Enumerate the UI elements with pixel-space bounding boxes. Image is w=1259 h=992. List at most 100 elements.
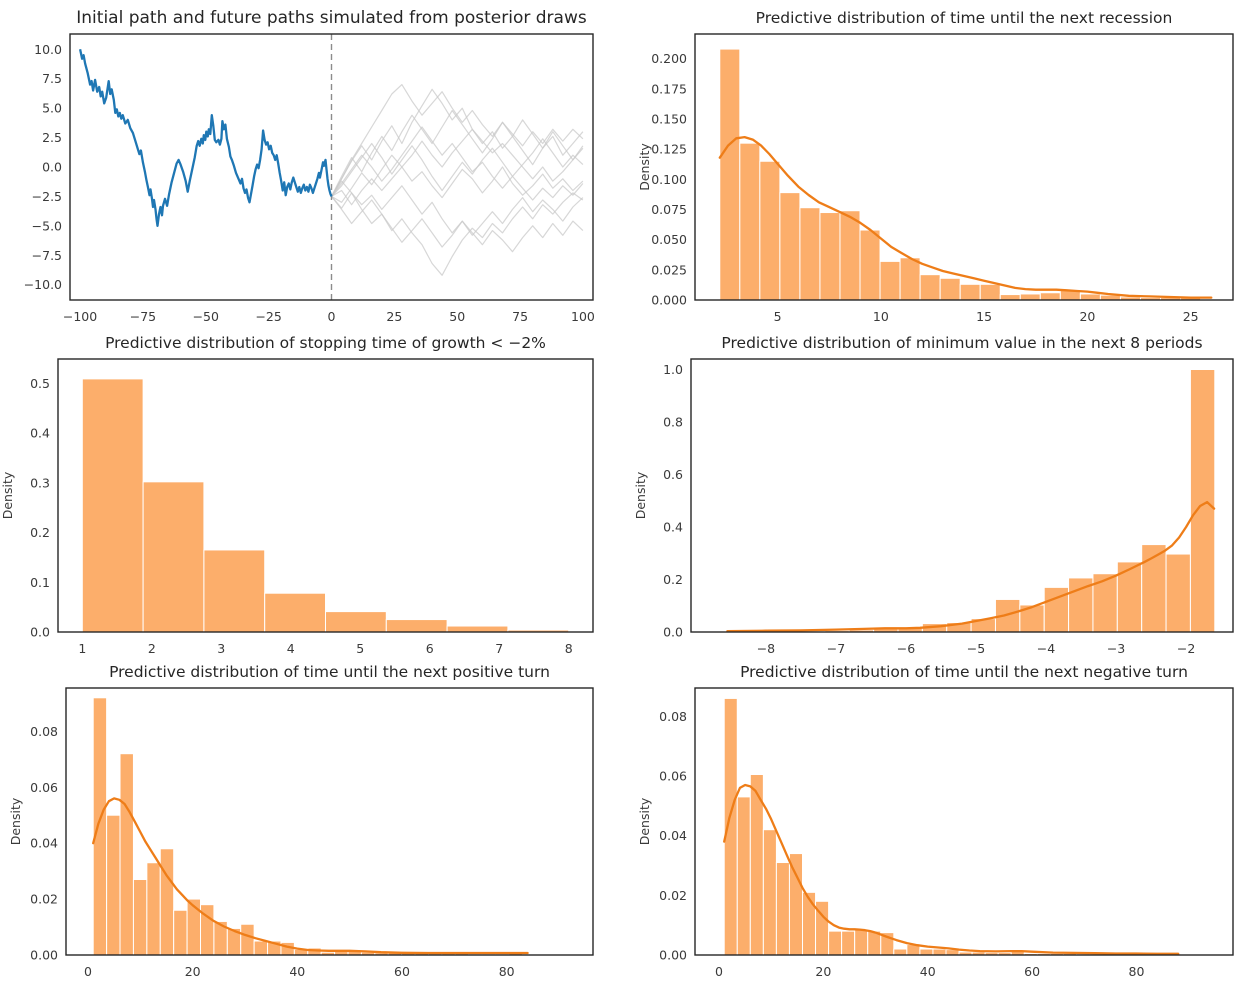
histogram-bar: [841, 930, 856, 956]
x-tick-label: −100: [63, 309, 97, 324]
histogram-bar: [146, 862, 161, 956]
histogram-bar: [979, 283, 1001, 301]
y-tick-label: 0.0: [663, 625, 683, 640]
x-tick-label: 20: [185, 964, 201, 979]
subplot-title: Predictive distribution of minimum value…: [721, 334, 1202, 352]
histogram-bar: [919, 948, 934, 956]
x-tick-label: 5: [356, 641, 364, 656]
histogram-bar: [92, 697, 108, 956]
simulated-future-path: [331, 138, 584, 197]
y-tick-label: 0.125: [651, 142, 687, 157]
x-tick-label: 100: [571, 309, 595, 324]
x-tick-label: −2: [1177, 641, 1195, 656]
histogram-bar: [839, 210, 861, 301]
y-axis-label: Density: [8, 797, 23, 845]
y-tick-label: 0.025: [651, 262, 687, 277]
y-tick-label: 0.06: [30, 780, 58, 795]
histogram-bar: [81, 378, 144, 633]
x-tick-label: 4: [287, 641, 295, 656]
histogram-bar: [828, 930, 843, 956]
axes-border: [694, 687, 1234, 956]
y-tick-label: 10.0: [34, 42, 62, 57]
subplot-initial-and-future-paths: Initial path and future paths simulated …: [24, 8, 595, 324]
y-tick-label: 0.050: [651, 232, 687, 247]
histogram-bar: [802, 891, 817, 956]
kde-curve: [726, 500, 1216, 633]
subplot-time-until-next-negative-turn: Predictive distribution of time until th…: [637, 663, 1234, 979]
subplot-stopping-time-growth-below-minus-2pct: Predictive distribution of stopping time…: [0, 334, 594, 656]
x-tick-label: 25: [1183, 309, 1199, 324]
y-tick-label: 0.06: [659, 769, 687, 784]
histogram-bar: [264, 592, 327, 633]
y-axis-label: Density: [637, 143, 652, 191]
histogram-bar: [173, 909, 188, 956]
x-tick-label: 7: [495, 641, 503, 656]
histogram-bar: [819, 212, 841, 301]
histogram-bar: [775, 862, 790, 956]
histogram-bar: [723, 697, 738, 956]
y-tick-label: 0.4: [663, 520, 683, 535]
histogram-bar: [893, 948, 908, 956]
y-tick-label: 0.000: [651, 293, 687, 308]
histogram-bar: [446, 625, 509, 633]
x-tick-label: 15: [976, 309, 992, 324]
y-tick-label: 0.175: [651, 81, 687, 96]
histogram-bar: [385, 619, 448, 633]
x-tick-label: −6: [897, 641, 915, 656]
y-tick-label: −7.5: [32, 248, 62, 263]
x-tick-label: 80: [499, 964, 515, 979]
y-tick-label: 0.0: [30, 625, 50, 640]
y-axis-label: Density: [0, 471, 15, 519]
x-tick-label: −3: [1107, 641, 1125, 656]
simulated-future-path: [330, 83, 584, 197]
y-tick-label: 0.3: [30, 475, 50, 490]
x-tick-label: −50: [193, 309, 219, 324]
y-tick-label: 0.04: [659, 828, 687, 843]
histogram-bar: [1189, 369, 1216, 633]
y-tick-label: −5.0: [32, 218, 62, 233]
histogram-bar: [799, 207, 821, 301]
subplot-time-until-next-recession: Predictive distribution of time until th…: [637, 9, 1234, 324]
x-tick-label: 2: [148, 641, 156, 656]
axes-border: [65, 687, 594, 956]
simulated-future-path: [331, 128, 584, 206]
y-tick-label: 0.02: [30, 892, 58, 907]
simulated-future-path: [330, 109, 584, 197]
histogram-bar: [1019, 293, 1041, 301]
y-tick-label: 0.6: [663, 467, 683, 482]
subplot-title: Initial path and future paths simulated …: [76, 8, 587, 28]
y-tick-label: −10.0: [24, 277, 62, 292]
histogram-bar: [1039, 292, 1061, 301]
kde-curve: [92, 797, 529, 955]
x-tick-label: 50: [449, 309, 465, 324]
x-tick-label: −7: [827, 641, 845, 656]
y-tick-label: 0.04: [30, 836, 58, 851]
subplot-minimum-value-next-8-periods: Predictive distribution of minimum value…: [633, 334, 1234, 656]
histogram-bar: [240, 923, 255, 956]
x-tick-label: 10: [873, 309, 889, 324]
y-tick-label: 0.200: [651, 51, 687, 66]
x-tick-label: 25: [386, 309, 402, 324]
axes-border: [69, 33, 594, 301]
y-tick-label: 0.8: [663, 415, 683, 430]
x-tick-label: 8: [565, 641, 573, 656]
histogram-bar: [854, 929, 869, 956]
x-tick-label: 0: [328, 309, 336, 324]
y-tick-label: 0.1: [30, 575, 50, 590]
y-tick-label: 1.0: [663, 362, 683, 377]
x-tick-label: 1: [78, 641, 86, 656]
histogram-bar: [1165, 553, 1191, 633]
histogram-bar: [739, 142, 761, 301]
y-tick-label: 0.0: [42, 160, 62, 175]
histogram-bar: [132, 879, 148, 956]
y-tick-label: 0.4: [30, 426, 50, 441]
x-tick-label: 20: [815, 964, 831, 979]
x-tick-label: −5: [967, 641, 985, 656]
histogram-bar: [919, 274, 941, 301]
subplot-title: Predictive distribution of time until th…: [740, 663, 1188, 681]
y-tick-label: 7.5: [42, 71, 62, 86]
x-tick-label: 80: [1129, 964, 1145, 979]
simulated-future-path: [330, 88, 584, 197]
subplot-title: Predictive distribution of time until th…: [109, 663, 550, 681]
